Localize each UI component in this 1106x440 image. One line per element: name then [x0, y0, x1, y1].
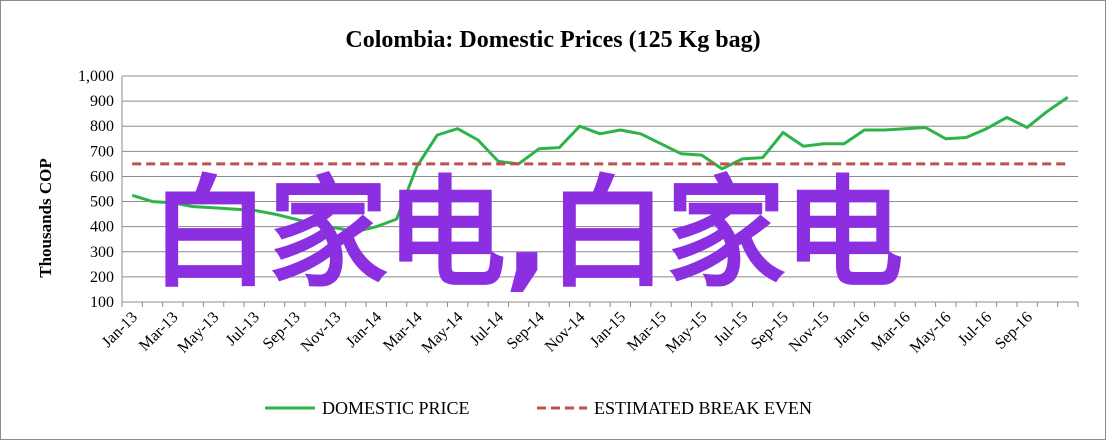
y-tick-label: 700: [90, 143, 114, 160]
y-tick-labels: 100 200 300 400 500 600 700 800 900 1,000: [78, 68, 114, 311]
gridlines: [121, 75, 1079, 307]
series-lines: [131, 96, 1069, 234]
y-tick-label: 400: [90, 219, 114, 236]
legend-label-0: DOMESTIC PRICE: [322, 398, 470, 418]
x-tick-label: Jul-14: [467, 309, 507, 349]
legend: DOMESTIC PRICE ESTIMATED BREAK EVEN: [265, 398, 812, 418]
x-tick-label: Jul-16: [955, 309, 995, 349]
x-tick-label: Sep-16: [992, 309, 1036, 353]
x-tick-label: May-13: [175, 309, 223, 357]
y-tick-label: 900: [90, 93, 114, 110]
x-tick-label: May-15: [663, 309, 711, 357]
x-tick-label: Nov-13: [298, 309, 345, 356]
y-tick-label: 600: [90, 168, 114, 185]
chart-title: Colombia: Domestic Prices (125 Kg bag): [345, 27, 760, 53]
y-axis-label: Thousands COP: [36, 158, 55, 278]
x-tick-label: Jul-15: [711, 309, 751, 349]
x-tick-label: Jan-13: [99, 309, 141, 351]
y-tick-label: 500: [90, 194, 114, 211]
x-tick-label: Jul-13: [223, 309, 263, 349]
x-tick-label: Jan-15: [587, 309, 629, 351]
x-tick-label: Jan-16: [831, 309, 873, 351]
watermark-text: 白家电,白家电: [150, 165, 904, 304]
x-tick-label: Mar-15: [624, 309, 670, 355]
x-tick-label: Mar-14: [380, 309, 426, 355]
x-tick-label: Mar-16: [868, 309, 914, 355]
legend-label-1: ESTIMATED BREAK EVEN: [594, 398, 812, 418]
y-tick-label: 800: [90, 118, 114, 135]
x-tick-label: Sep-13: [260, 309, 304, 353]
y-tick-label: 1,000: [78, 68, 114, 85]
x-tick-label: Sep-15: [748, 309, 792, 353]
x-tick-label: Nov-15: [786, 309, 833, 356]
y-tick-label: 200: [90, 269, 114, 286]
y-tick-label: 100: [90, 294, 114, 311]
x-tick-label: Jan-14: [343, 309, 385, 351]
series-line-0: [131, 96, 1069, 234]
x-tick-label: Mar-13: [136, 309, 182, 355]
x-tick-label: Nov-14: [542, 309, 589, 356]
x-tick-label: May-14: [419, 309, 467, 357]
x-tick-label: May-16: [907, 309, 955, 357]
y-tick-label: 300: [90, 244, 114, 261]
x-tick-label: Sep-14: [504, 309, 548, 353]
